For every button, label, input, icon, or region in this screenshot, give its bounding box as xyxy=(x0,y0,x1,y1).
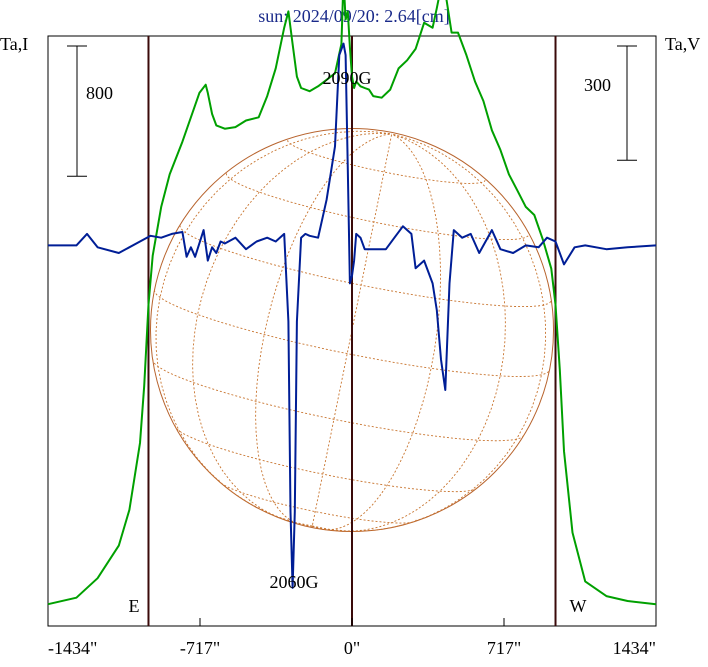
longitude-line xyxy=(255,133,392,527)
scale-bar-I-label: 800 xyxy=(86,83,113,103)
latitude-line xyxy=(152,359,525,442)
scale-bar-V-label: 300 xyxy=(584,75,611,95)
series-line-V xyxy=(48,42,657,589)
longitude-line xyxy=(311,133,393,528)
longitude-line xyxy=(192,132,392,527)
x-tick-label: -717" xyxy=(180,638,220,658)
annotations: E W 2090G 2060G xyxy=(128,68,586,616)
x-tick-label: 1434" xyxy=(613,638,656,658)
vertical-marker-lines xyxy=(147,36,557,626)
solar-disk-grid xyxy=(149,127,555,533)
west-limb-label: W xyxy=(570,596,587,616)
x-axis-ticks: -1434" -717" 0" 717" 1434" xyxy=(47,618,657,658)
series-line-I xyxy=(47,0,657,606)
latitude-line xyxy=(154,289,550,377)
chart-title: sun: 2024/09/20: 2.64[cm] xyxy=(258,6,450,26)
scale-bars: 800 300 xyxy=(67,45,637,177)
latitude-line xyxy=(174,425,479,493)
x-tick-label: 0" xyxy=(344,638,360,658)
curves-group xyxy=(47,0,657,606)
longitude-line xyxy=(312,133,506,532)
x-tick-label: -1434" xyxy=(48,638,97,658)
longitude-line xyxy=(312,133,547,532)
x-tick-label: 717" xyxy=(487,638,521,658)
longitude-line xyxy=(155,130,392,527)
east-limb-label: E xyxy=(128,596,139,616)
latitude-line xyxy=(225,173,530,241)
y-axis-label-left: Ta,I xyxy=(0,34,28,54)
annotation-2090G: 2090G xyxy=(323,68,372,88)
annotation-2060G: 2060G xyxy=(270,572,319,592)
longitude-line xyxy=(312,133,441,531)
y-axis-label-right: Ta,V xyxy=(665,34,700,54)
